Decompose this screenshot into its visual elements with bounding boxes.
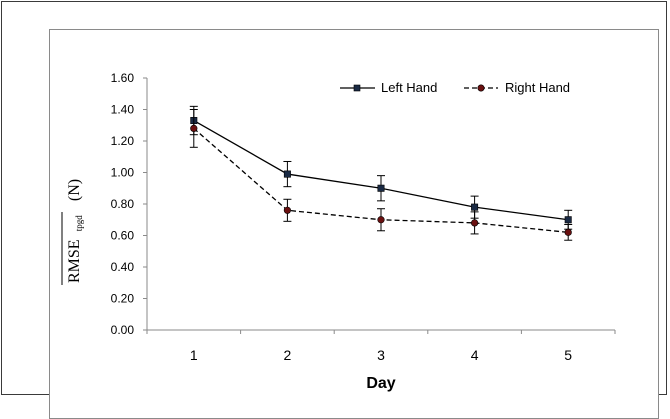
series-left-hand: [189, 105, 573, 230]
y-axis-label-text: RMSE tpgd (N): [66, 179, 86, 283]
y-axis-label: RMSE tpgd (N): [61, 179, 86, 285]
legend-label-left-hand: Left Hand: [381, 80, 437, 95]
y-tick-label: 0.60: [111, 229, 135, 243]
data-point-right-hand: [190, 124, 198, 132]
data-point-left-hand: [283, 170, 291, 178]
legend-marker-right-hand: [477, 84, 485, 92]
legend-marker-left-hand: [353, 84, 361, 92]
data-point-left-hand: [564, 216, 572, 224]
data-point-right-hand: [377, 216, 385, 224]
x-tick-label: 2: [284, 347, 292, 363]
y-ticks: 0.00 0.20 0.40 0.60 0.80 1.00 1.20 1.40 1.60: [111, 71, 147, 337]
x-tick-label: 1: [190, 347, 198, 363]
legend-item-left-hand: Left Hand: [340, 80, 437, 95]
line-chart: 0.00 0.20 0.40 0.60 0.80 1.00 1.20 1.40 1.60 1 2 3…: [61, 71, 616, 392]
y-tick-label: 1.00: [111, 166, 135, 180]
legend: Left Hand Right Hand: [340, 80, 570, 95]
data-point-right-hand: [564, 228, 572, 236]
data-point-left-hand: [471, 203, 479, 211]
x-ticks: 1 2 3 4 5: [146, 330, 616, 363]
y-tick-label: 0.40: [111, 260, 135, 274]
y-axis-label-main: RMSE: [66, 239, 83, 283]
y-tick-label: 1.20: [111, 134, 135, 148]
axes: [146, 78, 615, 331]
x-tick-label: 3: [377, 347, 385, 363]
series-right-hand: [189, 109, 573, 241]
x-tick-label: 5: [564, 347, 572, 363]
data-point-right-hand: [283, 206, 292, 214]
y-axis-label-unit: (N): [66, 179, 83, 201]
series-layer: [189, 105, 573, 241]
y-tick-label: 0.80: [111, 197, 135, 211]
legend-label-right-hand: Right Hand: [505, 80, 570, 95]
y-tick-label: 1.60: [111, 71, 135, 85]
y-tick-label: 1.40: [111, 103, 135, 117]
y-tick-label: 0.20: [111, 292, 135, 306]
x-tick-label: 4: [471, 347, 479, 363]
y-axis-label-sub: tpgd: [74, 215, 84, 232]
y-tick-label: 0.00: [111, 323, 135, 337]
data-point-right-hand: [471, 219, 479, 227]
x-axis-label: Day: [366, 375, 395, 392]
chart-plot-frame: [49, 29, 659, 419]
series-line-left-hand: [193, 119, 569, 221]
data-point-left-hand: [377, 184, 385, 192]
legend-item-right-hand: Right Hand: [464, 80, 570, 95]
